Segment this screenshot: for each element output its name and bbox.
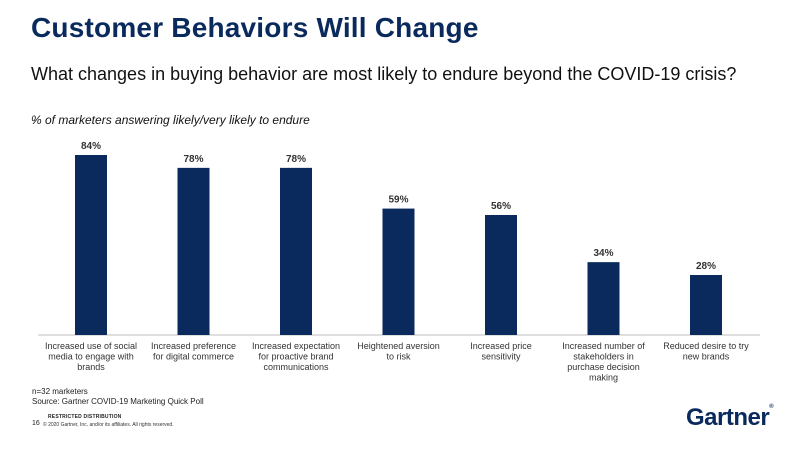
bar-value-label: 59% <box>388 195 408 206</box>
slide-subtitle: What changes in buying behavior are most… <box>31 64 737 84</box>
restricted-distribution-label: RESTRICTED DISTRIBUTION <box>48 414 122 420</box>
category-label-line: Increased preference <box>151 341 236 351</box>
category-label-line: media to engage with <box>48 352 134 362</box>
category-label: Increased number of stakeholders in purcha… <box>562 341 645 383</box>
category-label-line: purchase decision <box>567 362 640 372</box>
category-label-line: for digital commerce <box>153 352 234 362</box>
category-label-line: communications <box>263 362 329 372</box>
bar <box>75 155 107 335</box>
category-label-line: brands <box>77 362 105 372</box>
gartner-logo-text: Gartner <box>686 404 770 431</box>
category-label: Increased preference for digital commerce <box>151 341 236 362</box>
copyright-notice: © 2020 Gartner, Inc. and/or its affiliat… <box>43 422 174 428</box>
bar <box>382 208 415 335</box>
bar-value-label: 34% <box>593 248 613 259</box>
category-label: Heightened aversion to risk <box>357 341 440 362</box>
category-label: Increased use of social media to engage w… <box>45 341 137 372</box>
category-label-line: Heightened aversion <box>357 341 440 351</box>
bar-value-label: 56% <box>491 201 511 212</box>
bar-value-label: 78% <box>286 154 306 165</box>
source-note: Source: Gartner COVID-19 Marketing Quick… <box>32 397 204 406</box>
category-label-line: new brands <box>683 352 730 362</box>
category-label-line: Increased use of social <box>45 341 137 351</box>
category-label-line: sensitivity <box>481 352 521 362</box>
category-label-line: for proactive brand <box>258 352 333 362</box>
category-label: Increased price sensitivity <box>470 341 532 362</box>
chart-note: % of marketers answering likely/very lik… <box>31 113 310 127</box>
bar-value-label: 28% <box>696 261 716 272</box>
category-label-line: Increased price <box>470 341 532 351</box>
bar <box>280 167 312 335</box>
category-label-line: Increased number of <box>562 341 645 351</box>
category-label-line: making <box>589 373 618 383</box>
bar <box>177 167 210 335</box>
category-label-line: Increased expectation <box>252 341 340 351</box>
bar-value-label: 78% <box>183 154 203 165</box>
bar <box>485 215 517 335</box>
registered-mark: ® <box>769 404 774 410</box>
category-label-line: stakeholders in <box>573 352 634 362</box>
category-label-line: to risk <box>386 352 411 362</box>
category-label: Increased expectation for proactive brand… <box>252 341 340 372</box>
bar <box>690 275 722 335</box>
sample-size-note: n=32 marketers <box>32 387 88 396</box>
bar <box>587 262 620 335</box>
gartner-logo: Gartner® <box>686 404 774 432</box>
bar-value-label: 84% <box>81 141 101 152</box>
category-label: Reduced desire to try new brands <box>663 341 749 362</box>
category-label-line: Reduced desire to try <box>663 341 749 351</box>
slide-title: Customer Behaviors Will Change <box>31 12 479 43</box>
page-number: 16 <box>32 420 40 427</box>
